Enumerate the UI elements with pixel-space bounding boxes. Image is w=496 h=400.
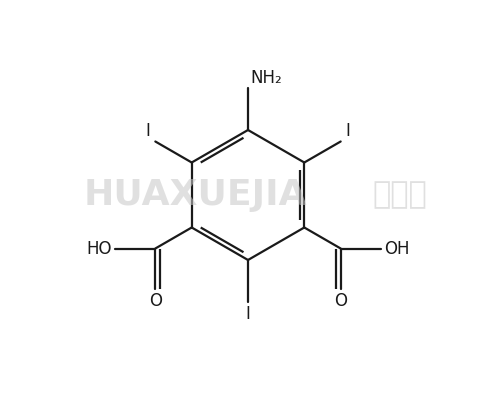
Text: O: O <box>334 292 347 310</box>
Text: HO: HO <box>87 240 112 258</box>
Text: HUAXUEJIA: HUAXUEJIA <box>83 178 307 212</box>
Text: I: I <box>246 305 250 323</box>
Text: 化学加: 化学加 <box>372 180 428 210</box>
Text: I: I <box>346 122 351 140</box>
Text: I: I <box>145 122 150 140</box>
Text: OH: OH <box>384 240 409 258</box>
Text: O: O <box>149 292 162 310</box>
Text: NH₂: NH₂ <box>250 69 282 87</box>
